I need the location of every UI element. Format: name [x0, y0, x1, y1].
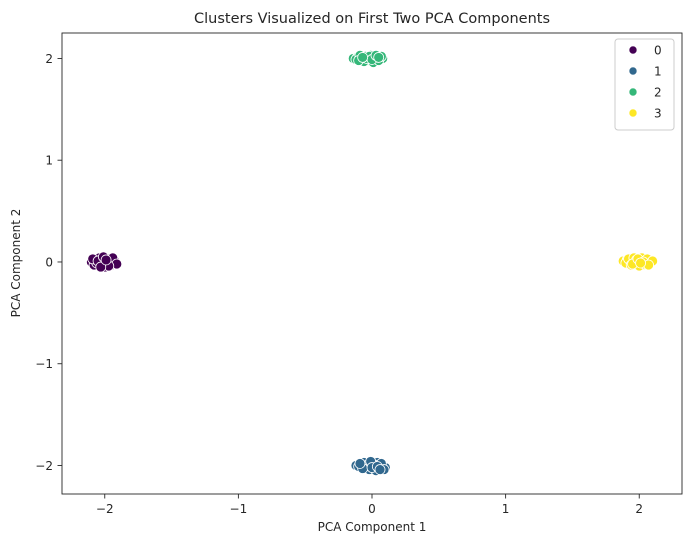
plot-area	[61, 32, 683, 495]
x-axis-ticks: −2 −1 0 1 2	[96, 494, 643, 516]
legend-box	[614, 38, 675, 131]
x-tick-label: 2	[635, 502, 643, 516]
series-0-points	[86, 251, 123, 273]
x-axis-label: PCA Component 1	[318, 520, 427, 534]
x-tick-label: −2	[96, 502, 114, 516]
x-tick-label: 0	[368, 502, 376, 516]
y-tick-label: −2	[35, 459, 53, 473]
points-layer	[86, 49, 658, 476]
legend: 0 1 2 3	[614, 38, 675, 131]
y-axis-label: PCA Component 2	[9, 209, 23, 318]
legend-marker	[628, 66, 638, 76]
legend-label: 2	[654, 86, 662, 100]
legend-label: 1	[654, 65, 662, 79]
chart-title: Clusters Visualized on First Two PCA Com…	[194, 11, 550, 27]
legend-label: 0	[654, 44, 662, 58]
y-tick-label: 2	[45, 52, 53, 66]
y-tick-label: 1	[45, 154, 53, 168]
series-1-points	[350, 456, 391, 476]
series-3-points	[617, 252, 658, 272]
data-point	[374, 464, 386, 475]
legend-items: 0 1 2 3	[628, 44, 662, 121]
y-tick-label: −1	[35, 357, 53, 371]
data-point	[354, 458, 366, 469]
data-point	[635, 257, 646, 269]
legend-marker	[628, 87, 638, 97]
legend-label: 3	[654, 107, 662, 121]
data-point	[373, 52, 385, 63]
x-tick-label: −1	[230, 502, 248, 516]
x-tick-label: 1	[502, 502, 510, 516]
legend-marker	[628, 108, 638, 118]
legend-marker	[628, 45, 638, 55]
data-point	[357, 52, 369, 63]
data-point	[95, 261, 107, 273]
y-axis-ticks: −2 −1 0 1 2	[35, 52, 62, 473]
y-tick-label: 0	[45, 255, 53, 269]
data-point	[100, 254, 112, 266]
series-2-points	[347, 49, 389, 68]
plot-background	[62, 33, 682, 494]
